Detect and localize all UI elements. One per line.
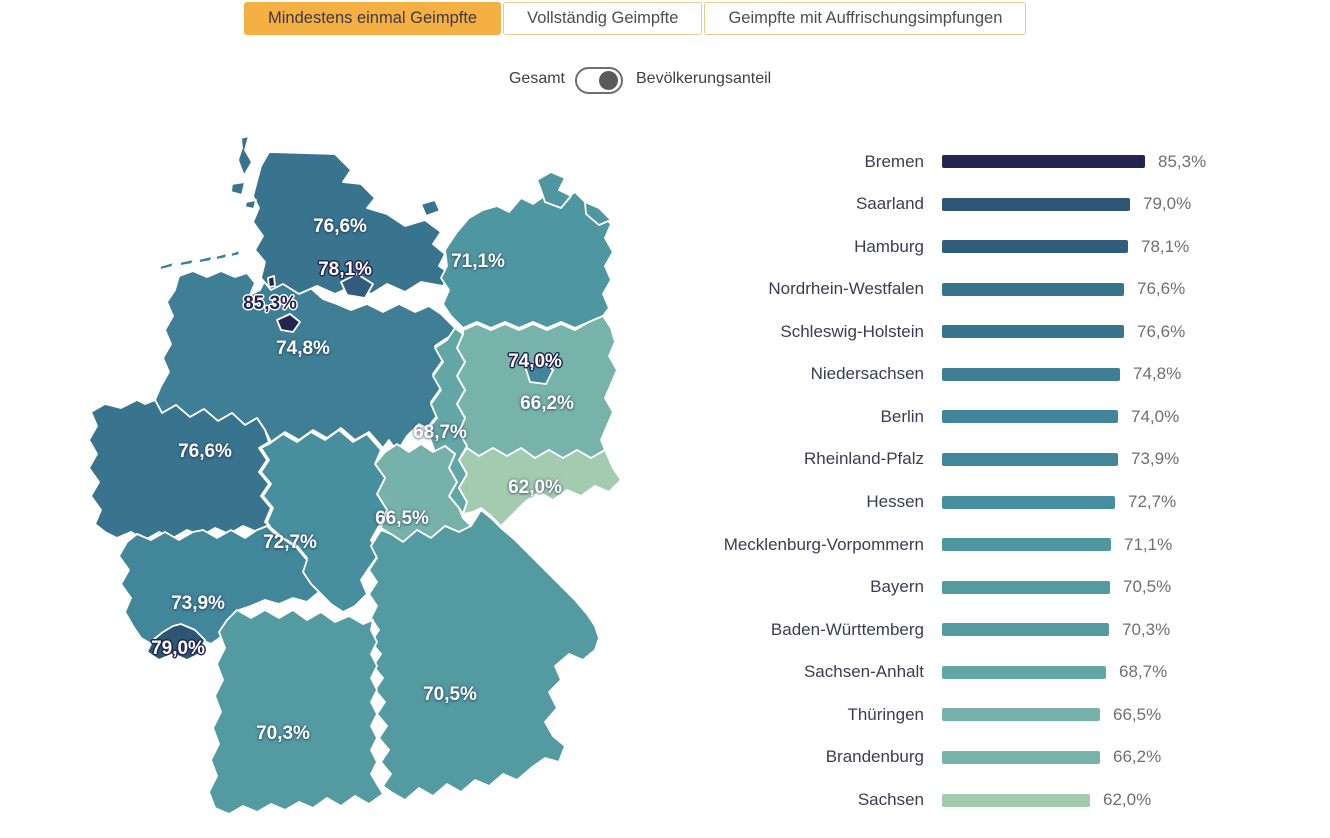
bar-row-saarland: Saarland 79,0% [582, 183, 1322, 226]
map-state-saarland[interactable] [146, 623, 206, 661]
bar-hessen[interactable] [942, 495, 1115, 509]
bar-value-baden-wuerttemberg: 70,3% [1122, 619, 1171, 639]
bar-value-sachsen: 62,0% [1103, 790, 1152, 810]
map-state-baden-wuerttemberg[interactable] [208, 609, 384, 815]
bar-hamburg[interactable] [942, 240, 1128, 254]
bar-value-bremen: 85,3% [1158, 151, 1207, 171]
bar-sachsen-anhalt[interactable] [942, 665, 1106, 679]
island-frisian-5 [230, 249, 241, 258]
bar-label-mecklenburg-vorpommern: Mecklenburg-Vorpommern [723, 534, 924, 554]
bar-row-berlin: Berlin 74,0% [582, 395, 1322, 438]
bar-value-mecklenburg-vorpommern: 71,1% [1124, 534, 1173, 554]
bar-row-schleswig-holstein: Schleswig-Holstein 76,6% [582, 310, 1322, 353]
bar-row-hamburg: Hamburg 78,1% [582, 225, 1322, 268]
bar-niedersachsen[interactable] [942, 367, 1120, 381]
bar-label-baden-wuerttemberg: Baden-Württemberg [770, 619, 924, 639]
bar-label-sachsen: Sachsen [857, 790, 924, 810]
island-frisian-2 [179, 258, 195, 267]
island-sylt [237, 135, 253, 177]
map-state-bayern[interactable] [368, 509, 600, 801]
bar-schleswig-holstein[interactable] [942, 325, 1124, 339]
bar-nordrhein-westfalen[interactable] [942, 282, 1124, 296]
bar-value-brandenburg: 66,2% [1113, 747, 1162, 767]
island-frisian-4 [215, 252, 228, 261]
tab-bar: Mindestens einmal Geimpfte Vollständig Ge… [244, 2, 1027, 35]
bar-brandenburg[interactable] [942, 750, 1100, 764]
bar-row-rheinland-pfalz: Rheinland-Pfalz 73,9% [582, 438, 1322, 481]
germany-choropleth-map: 76,6% 78,1% 71,1% 85,3% 74,8% 74,0% 66,2% 68,7%… [85, 132, 625, 832]
island-usedom [584, 201, 612, 226]
island-fehmarn [420, 199, 441, 217]
map-state-bremerhaven[interactable] [267, 275, 276, 288]
bar-value-rheinland-pfalz: 73,9% [1131, 449, 1180, 469]
bar-baden-wuerttemberg[interactable] [942, 623, 1109, 637]
bar-label-hamburg: Hamburg [854, 236, 924, 256]
toggle-label-gesamt[interactable]: Gesamt [508, 70, 565, 87]
bar-row-sachsen-anhalt: Sachsen-Anhalt 68,7% [582, 651, 1322, 694]
bar-thueringen[interactable] [942, 708, 1100, 722]
bar-row-niedersachsen: Niedersachsen 74,8% [582, 353, 1322, 396]
bar-row-hessen: Hessen 72,7% [582, 481, 1322, 524]
bar-label-niedersachsen: Niedersachsen [810, 364, 924, 384]
bar-label-berlin: Berlin [880, 406, 924, 426]
tab-mindestens-einmal-geimpfte[interactable]: Mindestens einmal Geimpfte [244, 2, 502, 35]
bar-row-nordrhein-westfalen: Nordrhein-Westfalen 76,6% [582, 268, 1322, 311]
bar-value-thueringen: 66,5% [1113, 704, 1162, 724]
bar-value-niedersachsen: 74,8% [1133, 364, 1182, 384]
island-pellworm [244, 199, 257, 210]
bar-saarland[interactable] [942, 197, 1130, 211]
map-state-nordrhein-westfalen[interactable] [88, 399, 272, 541]
bar-label-bremen: Bremen [864, 151, 924, 171]
bar-value-schleswig-holstein: 76,6% [1137, 321, 1186, 341]
bar-mecklenburg-vorpommern[interactable] [942, 538, 1111, 552]
bar-row-sachsen: Sachsen 62,0% [582, 779, 1322, 822]
bar-row-bayern: Bayern 70,5% [582, 566, 1322, 609]
bar-sachsen[interactable] [942, 793, 1090, 807]
bar-bremen[interactable] [942, 155, 1145, 168]
bar-value-bayern: 70,5% [1123, 577, 1172, 597]
bar-row-mecklenburg-vorpommern: Mecklenburg-Vorpommern 71,1% [582, 523, 1322, 566]
bar-label-nordrhein-westfalen: Nordrhein-Westfalen [768, 279, 924, 299]
bar-label-rheinland-pfalz: Rheinland-Pfalz [803, 449, 924, 469]
bar-label-thueringen: Thüringen [847, 704, 924, 724]
toggle-row: Gesamt Bevölkerungsanteil [0, 64, 1330, 98]
tab-vollstaendig-geimpfte[interactable]: Vollständig Geimpfte [503, 2, 703, 35]
island-foehr [230, 181, 246, 196]
map-state-sachsen[interactable] [458, 447, 622, 527]
map-state-berlin[interactable] [524, 359, 554, 385]
bar-row-bremen: Bremen 85,3% [582, 140, 1322, 183]
bar-row-baden-wuerttemberg: Baden-Württemberg 70,3% [582, 608, 1322, 651]
map-state-mecklenburg-vorpommern[interactable] [440, 191, 614, 329]
bar-label-brandenburg: Brandenburg [825, 747, 924, 767]
bar-rheinland-pfalz[interactable] [942, 452, 1118, 466]
gesamt-bevoelkerungsanteil-toggle[interactable] [575, 67, 623, 94]
bar-label-schleswig-holstein: Schleswig-Holstein [780, 321, 924, 341]
bar-value-sachsen-anhalt: 68,7% [1119, 662, 1168, 682]
bar-value-nordrhein-westfalen: 76,6% [1137, 279, 1186, 299]
bar-label-hessen: Hessen [866, 492, 924, 512]
bar-value-hessen: 72,7% [1128, 492, 1177, 512]
map-state-hessen[interactable] [260, 429, 388, 613]
germany-map-svg [88, 135, 622, 815]
map-state-schleswig-holstein[interactable] [252, 151, 452, 295]
island-frisian-1 [159, 261, 175, 271]
island-ruegen [536, 171, 572, 209]
bar-value-saarland: 79,0% [1143, 194, 1192, 214]
bar-berlin[interactable] [942, 410, 1118, 424]
bar-value-hamburg: 78,1% [1141, 236, 1190, 256]
bar-label-sachsen-anhalt: Sachsen-Anhalt [803, 662, 924, 682]
bar-label-bayern: Bayern [870, 577, 924, 597]
bar-row-thueringen: Thüringen 66,5% [582, 693, 1322, 736]
map-state-bremen[interactable] [276, 313, 301, 333]
tab-geimpfte-mit-auffrischungsimpfungen[interactable]: Geimpfte mit Auffrischungsimpfungen [704, 2, 1027, 35]
bar-value-berlin: 74,0% [1131, 406, 1180, 426]
toggle-label-bevoelkerungsanteil[interactable]: Bevölkerungsanteil [636, 70, 772, 87]
bar-row-brandenburg: Brandenburg 66,2% [582, 736, 1322, 779]
bar-bayern[interactable] [942, 580, 1110, 594]
island-frisian-3 [198, 255, 213, 264]
bar-label-saarland: Saarland [855, 194, 924, 214]
toggle-knob [599, 71, 618, 90]
map-state-hamburg[interactable] [340, 273, 374, 299]
